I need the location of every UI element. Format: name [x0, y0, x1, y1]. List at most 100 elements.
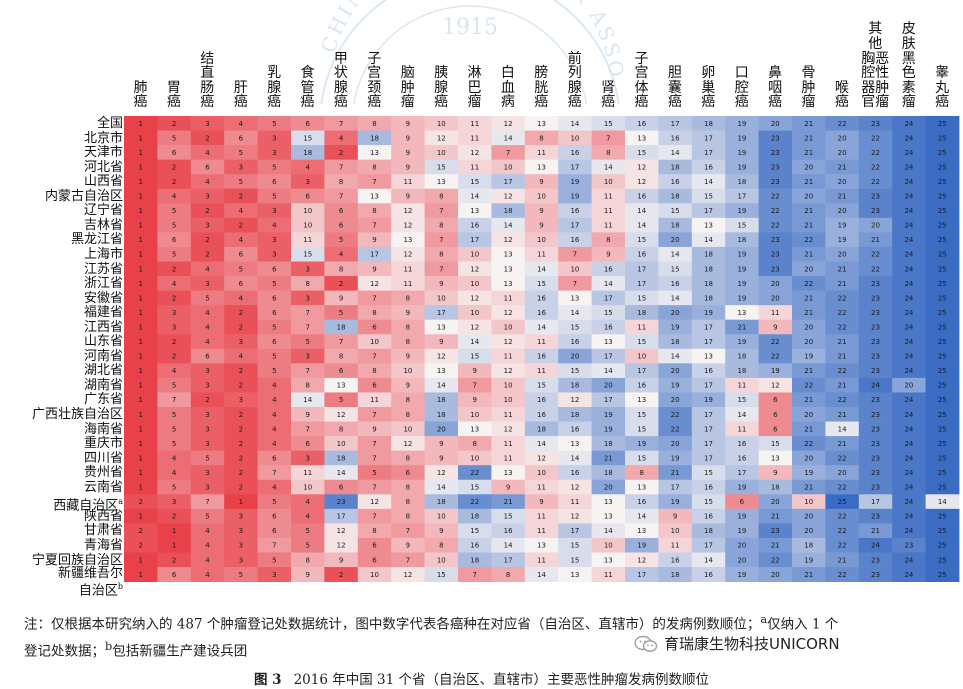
heatmap-cell: [591, 130, 626, 146]
heatmap-cell: [725, 537, 759, 553]
heatmap-cell: [658, 130, 693, 146]
cell-value: 5: [239, 149, 243, 157]
heatmap-cell: [758, 407, 793, 422]
cell-value: 20: [804, 163, 813, 171]
cell-value: 7: [305, 323, 309, 331]
cell-value: 3: [305, 454, 309, 462]
column-header: 骨 肿 瘤: [801, 65, 816, 111]
heatmap-cell: [691, 305, 726, 321]
heatmap-cell: [224, 494, 258, 510]
row-label: 河南省: [2, 350, 123, 363]
heatmap-cell: [324, 465, 359, 481]
heatmap-cell: [224, 523, 258, 539]
heatmap-cell: [324, 421, 359, 437]
cell-value: 16: [671, 280, 680, 288]
heatmap-cell: [625, 377, 659, 393]
heatmap-cell: [625, 116, 659, 131]
cell-value: 8: [439, 251, 443, 259]
heatmap-cell: [424, 232, 459, 248]
cell-value: 14: [604, 280, 613, 288]
cell-value: 24: [904, 280, 913, 288]
cell-value: 3: [305, 353, 309, 361]
heatmap-cell: [124, 508, 158, 524]
heatmap-cell: [825, 305, 860, 321]
heatmap-cell: [224, 116, 258, 131]
heatmap-cell: [658, 523, 693, 539]
cell-value: 6: [239, 251, 244, 259]
heatmap-cell: [324, 508, 359, 524]
cell-value: 15: [737, 222, 746, 230]
heatmap-cell: [691, 116, 726, 131]
column-header: 其 他 胸恶 腔性 器肿 官瘤: [861, 21, 890, 111]
cell-value: 3: [239, 338, 243, 346]
cell-value: 21: [804, 207, 813, 215]
heatmap-cell: [858, 319, 893, 335]
cell-value: 14: [671, 251, 680, 259]
cell-value: 8: [439, 193, 443, 201]
cell-value: 20: [838, 469, 847, 477]
cell-value: 25: [938, 440, 947, 448]
cell-value: 13: [637, 484, 646, 492]
heatmap-cell: [224, 290, 258, 306]
cell-value: 1: [138, 265, 142, 273]
cell-value: 17: [704, 411, 713, 419]
cell-value: 18: [771, 484, 780, 492]
cell-value: 24: [871, 382, 880, 390]
cell-value: 23: [771, 149, 780, 157]
cell-value: 11: [604, 207, 613, 215]
heatmap-cell: [658, 174, 693, 190]
cell-value: 3: [272, 134, 276, 142]
cell-value: 15: [604, 120, 613, 128]
heatmap-cell: [324, 130, 359, 146]
cell-value: 16: [570, 236, 579, 244]
heatmap-cell: [758, 159, 793, 175]
cell-value: 22: [671, 411, 680, 419]
heatmap-cell: [925, 130, 960, 146]
heatmap-cell: [424, 276, 459, 291]
heatmap-cell: [124, 188, 158, 204]
cell-value: 15: [637, 425, 646, 433]
heatmap-cell: [524, 276, 559, 291]
cell-value: 15: [437, 163, 446, 171]
heatmap-cell: [491, 246, 526, 262]
heatmap-cell: [124, 479, 158, 495]
row-label: 上海市: [2, 248, 123, 261]
heatmap-cell: [190, 232, 225, 248]
row-label: 黑龙江省: [2, 233, 123, 246]
cell-value: 21: [671, 469, 680, 477]
heatmap-cell: [691, 552, 726, 568]
heatmap-cell: [792, 479, 826, 495]
cell-value: 4: [205, 571, 210, 579]
cell-value: 5: [239, 265, 243, 273]
cell-value: 7: [339, 163, 343, 171]
cell-value: 13: [570, 440, 579, 448]
note-part-1: 注：仅根据本研究纳入的 487 个肿瘤登记处数据统计，图中数字代表各癌种在对应省…: [24, 616, 761, 633]
heatmap-cell: [458, 174, 492, 190]
heatmap-cell: [758, 305, 793, 321]
cell-value: 19: [637, 542, 646, 550]
heatmap-cell: [825, 363, 860, 379]
heatmap-cell: [458, 232, 492, 248]
heatmap-cell: [925, 305, 960, 321]
cell-value: 7: [205, 498, 209, 506]
cell-value: 1: [138, 396, 142, 404]
heatmap-cell: [658, 159, 693, 175]
heatmap-cell: [691, 537, 726, 553]
cell-value: 21: [804, 309, 813, 317]
cell-value: 14: [637, 207, 646, 215]
heatmap-cell: [190, 377, 225, 393]
heatmap-cell: [224, 377, 258, 393]
heatmap-cell: [558, 334, 592, 350]
row-label: 广西壮族自治区: [2, 408, 123, 421]
heatmap-cell: [892, 392, 926, 408]
cell-value: 10: [403, 367, 412, 375]
cell-value: 15: [570, 323, 579, 331]
heatmap-cell: [625, 348, 659, 364]
heatmap-cell: [591, 246, 626, 262]
heatmap-cell: [357, 145, 392, 161]
heatmap-cell: [758, 508, 793, 524]
cell-value: 18: [704, 280, 713, 288]
heatmap-cell: [925, 537, 960, 553]
cell-value: 1: [138, 294, 142, 302]
cell-value: 21: [838, 440, 847, 448]
